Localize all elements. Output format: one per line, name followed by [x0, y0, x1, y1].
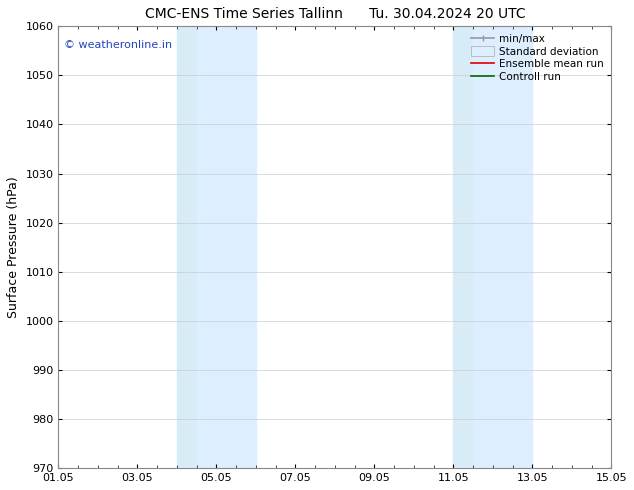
Legend: min/max, Standard deviation, Ensemble mean run, Controll run: min/max, Standard deviation, Ensemble me…: [469, 31, 606, 84]
Bar: [473, 26, 533, 468]
Bar: [453, 26, 473, 468]
Title: CMC-ENS Time Series Tallinn      Tu. 30.04.2024 20 UTC: CMC-ENS Time Series Tallinn Tu. 30.04.20…: [145, 7, 525, 21]
Text: © weatheronline.in: © weatheronline.in: [64, 40, 172, 49]
Bar: [177, 26, 197, 468]
Y-axis label: Surface Pressure (hPa): Surface Pressure (hPa): [7, 176, 20, 318]
Bar: [197, 26, 256, 468]
